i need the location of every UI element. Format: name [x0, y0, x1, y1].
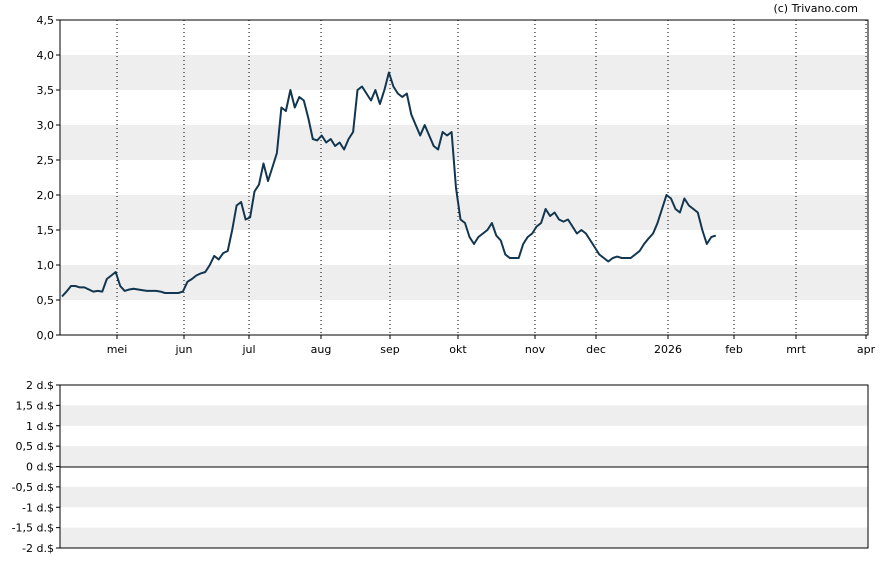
y-tick-label: 4,0	[37, 49, 55, 62]
x-tick-label: sep	[380, 343, 399, 356]
volume-y-tick-label: -1,5 d.$	[12, 522, 54, 535]
y-tick-label: 0,0	[37, 329, 55, 342]
x-tick-label: aug	[311, 343, 332, 356]
volume-band	[60, 446, 868, 467]
y-tick-label: 3,5	[37, 84, 55, 97]
price-band	[60, 265, 868, 300]
y-tick-label: 1,5	[37, 224, 55, 237]
volume-chart-y-axis: 2 d.$ 1,5 d.$ 1 d.$ 0,5 d.$ 0 d.$ -0,5 d.$ -1 …	[12, 379, 60, 555]
x-tick-label: dec	[586, 343, 606, 356]
volume-band	[60, 405, 868, 426]
volume-y-tick-label: 2 d.$	[26, 379, 54, 392]
price-chart-month-gridlines	[116, 20, 867, 335]
volume-y-tick-label: -1 d.$	[22, 501, 54, 514]
price-chart-bands	[60, 55, 868, 300]
volume-y-tick-label: 0,5 d.$	[16, 440, 54, 453]
x-tick-label: apr	[857, 343, 876, 356]
y-tick-label: 3,0	[37, 119, 55, 132]
y-tick-label: 2,5	[37, 154, 55, 167]
y-tick-label: 1,0	[37, 259, 55, 272]
price-chart: 0,0 0,5 1,0 1,5 2,0 2,5 3,0 3,5 4,0 4,5 mei jun jul…	[37, 14, 876, 356]
price-band	[60, 195, 868, 230]
credit-text: (c) Trivano.com	[773, 2, 858, 15]
price-band	[60, 125, 868, 160]
y-tick-label: 0,5	[37, 294, 55, 307]
price-band	[60, 55, 868, 90]
volume-y-tick-label: 1 d.$	[26, 420, 54, 433]
volume-y-tick-label: 1,5 d.$	[16, 399, 54, 412]
price-chart-frame	[59, 19, 869, 336]
price-chart-y-axis: 0,0 0,5 1,0 1,5 2,0 2,5 3,0 3,5 4,0 4,5	[37, 14, 60, 342]
volume-y-tick-label: 0 d.$	[26, 461, 54, 474]
price-chart-x-axis: mei jun jul aug sep okt nov dec 2026 feb mrt apr	[107, 335, 876, 356]
x-tick-label: mei	[107, 343, 128, 356]
volume-y-tick-label: -2 d.$	[22, 542, 54, 555]
price-series-line	[61, 71, 717, 298]
volume-chart: 2 d.$ 1,5 d.$ 1 d.$ 0,5 d.$ 0 d.$ -0,5 d.$ -1 …	[12, 379, 869, 555]
x-tick-label: 2026	[654, 343, 682, 356]
volume-chart-bands	[60, 405, 868, 548]
x-tick-label: nov	[525, 343, 546, 356]
x-tick-label: jun	[175, 343, 193, 356]
volume-y-tick-label: -0,5 d.$	[12, 481, 54, 494]
x-tick-label: okt	[449, 343, 467, 356]
y-tick-label: 4,5	[37, 14, 55, 27]
x-tick-label: mrt	[786, 343, 806, 356]
volume-band	[60, 486, 868, 508]
y-tick-label: 2,0	[37, 189, 55, 202]
x-tick-label: jul	[241, 343, 255, 356]
x-tick-label: feb	[725, 343, 743, 356]
volume-band	[60, 527, 868, 548]
